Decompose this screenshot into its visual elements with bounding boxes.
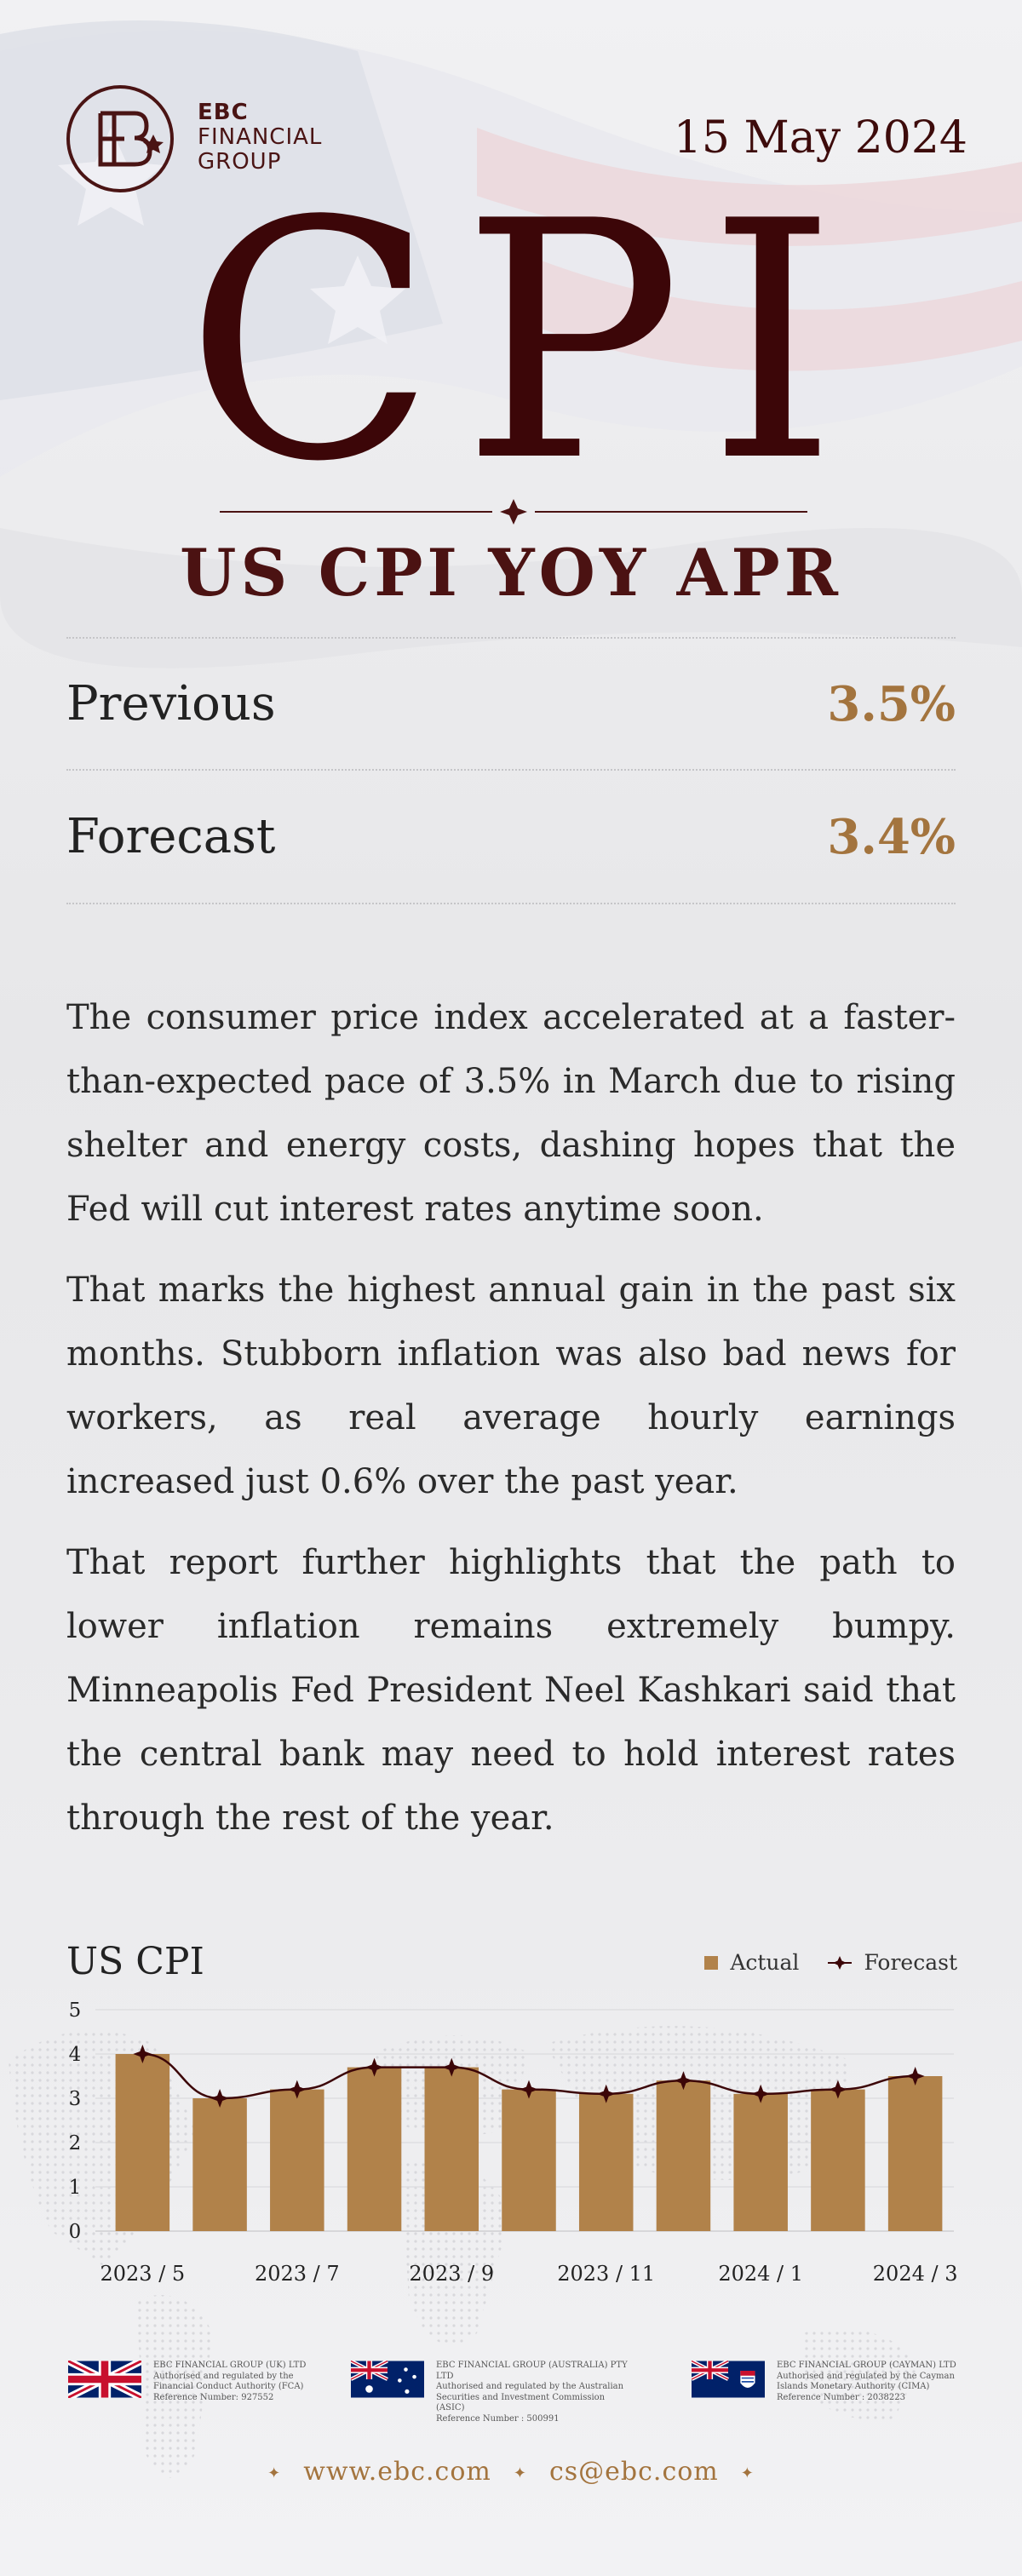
paragraph: The consumer price index accelerated at …	[66, 998, 956, 1229]
x-tick-label: 2023 / 7	[255, 2262, 340, 2286]
chart-title: US CPI	[66, 1940, 204, 1983]
bar	[578, 2093, 634, 2231]
entity-reference: Reference Number: 927552	[153, 2392, 274, 2402]
brand-name: EBC FINANCIAL GROUP	[198, 100, 322, 175]
forecast-point	[133, 2045, 152, 2063]
x-tick-label: 2024 / 1	[718, 2262, 803, 2286]
y-tick-label: 4	[69, 2044, 82, 2066]
previous-value: 3.5%	[827, 676, 956, 732]
uk-flag-icon	[68, 2361, 141, 2398]
title-separator	[220, 499, 807, 525]
entity-line: Islands Monetary Authority (CIMA)	[777, 2382, 930, 2391]
legend-item-actual: Actual	[704, 1950, 799, 1975]
page-subtitle: US CPI YOY APR	[180, 535, 842, 611]
entity-line: Securities and Investment Commission (AS…	[436, 2392, 606, 2413]
forecast-point	[287, 2080, 307, 2099]
australia-flag-icon	[351, 2361, 424, 2398]
brand-line-1: EBC	[198, 100, 249, 125]
entity-name: EBC FINANCIAL GROUP (UK) LTD	[153, 2361, 307, 2370]
contact-bar: ✦ www.ebc.com ✦ cs@ebc.com ✦	[0, 2457, 1022, 2487]
cayman-flag-icon	[692, 2361, 765, 2398]
entity-cayman: EBC FINANCIAL GROUP (CAYMAN) LTD Authori…	[692, 2361, 973, 2403]
forecast-point	[828, 2080, 847, 2099]
ebc-logo-icon	[66, 85, 174, 192]
bar	[733, 2093, 788, 2231]
previous-label: Previous	[66, 676, 276, 731]
legend-item-forecast: Forecast	[828, 1950, 957, 1975]
divider	[66, 637, 956, 639]
x-tick-label: 2024 / 3	[873, 2262, 958, 2286]
brand-line-2: FINANCIAL	[198, 124, 323, 151]
y-tick-label: 3	[69, 2088, 82, 2110]
bar	[192, 2098, 247, 2231]
sparkle-icon: ✦	[267, 2464, 282, 2482]
actual-swatch	[704, 1955, 719, 1970]
forecast-point	[596, 2084, 616, 2103]
y-tick-label: 2	[69, 2132, 82, 2154]
entity-text: EBC FINANCIAL GROUP (AUSTRALIA) PTY LTD …	[436, 2361, 632, 2424]
us-flag-background	[0, 20, 1022, 668]
forecast-point	[905, 2067, 925, 2085]
forecast-value: 3.4%	[827, 809, 956, 865]
bar	[347, 2067, 402, 2231]
forecast-point	[751, 2084, 771, 2103]
bar	[115, 2054, 170, 2231]
entity-text: EBC FINANCIAL GROUP (UK) LTD Authorised …	[153, 2361, 349, 2403]
forecast-point	[365, 2057, 384, 2077]
bar	[502, 2089, 556, 2231]
entity-reference: Reference Number : 500991	[436, 2413, 560, 2424]
article-body: The consumer price index accelerated at …	[66, 986, 956, 1867]
report-date: 15 May 2024	[673, 112, 967, 164]
entity-reference: Reference Number : 2038223	[777, 2392, 905, 2402]
sparkle-icon: ✦	[740, 2464, 755, 2482]
entity-australia: EBC FINANCIAL GROUP (AUSTRALIA) PTY LTD …	[351, 2361, 632, 2424]
entity-line: Authorised and regulated by the	[153, 2371, 294, 2381]
divider	[66, 769, 956, 771]
y-tick-label: 1	[69, 2177, 82, 2199]
bar	[656, 2080, 711, 2231]
bar	[270, 2089, 324, 2231]
forecast-point	[442, 2057, 462, 2077]
y-tick-label: 5	[69, 1999, 82, 2022]
forecast-point	[520, 2080, 538, 2099]
entity-text: EBC FINANCIAL GROUP (CAYMAN) LTD Authori…	[777, 2361, 973, 2403]
brand-line-3: GROUP	[198, 149, 282, 175]
website-link[interactable]: www.ebc.com	[303, 2457, 491, 2487]
x-tick-label: 2023 / 5	[100, 2262, 186, 2286]
sparkle-icon	[500, 499, 527, 525]
legend-label-forecast: Forecast	[864, 1950, 957, 1975]
bar	[811, 2089, 865, 2231]
entity-line: Authorised and regulated by the Cayman	[777, 2371, 955, 2381]
bar	[424, 2067, 479, 2231]
x-tick-label: 2023 / 11	[557, 2262, 655, 2286]
entity-line: Authorised and regulated by the Australi…	[436, 2382, 624, 2391]
legend-label-actual: Actual	[730, 1950, 800, 1975]
divider	[66, 903, 956, 904]
y-tick-label: 0	[69, 2221, 82, 2243]
entity-line: Financial Conduct Authority (FCA)	[153, 2382, 304, 2391]
email-link[interactable]: cs@ebc.com	[548, 2457, 719, 2487]
paragraph: That report further highlights that the …	[66, 1543, 956, 1838]
entity-uk: EBC FINANCIAL GROUP (UK) LTD Authorised …	[68, 2361, 349, 2403]
forecast-legend-icon	[828, 1955, 853, 1970]
entity-name: EBC FINANCIAL GROUP (AUSTRALIA) PTY LTD	[436, 2361, 628, 2381]
forecast-label: Forecast	[66, 809, 276, 864]
forecast-point	[210, 2089, 230, 2108]
page-title: CPI	[185, 152, 863, 533]
paragraph: That marks the highest annual gain in th…	[66, 1271, 956, 1501]
x-tick-label: 2023 / 9	[409, 2262, 494, 2286]
chart-legend: Actual Forecast	[686, 1950, 957, 1975]
entity-name: EBC FINANCIAL GROUP (CAYMAN) LTD	[777, 2361, 956, 2370]
forecast-point	[674, 2071, 693, 2091]
us-cpi-chart: 0 1 2 3 4 5 2023 / 5 2023 / 7 2023 / 9 2023 / 11 2…	[69, 1999, 958, 2286]
bar	[887, 2076, 943, 2231]
sparkle-icon: ✦	[513, 2464, 527, 2482]
